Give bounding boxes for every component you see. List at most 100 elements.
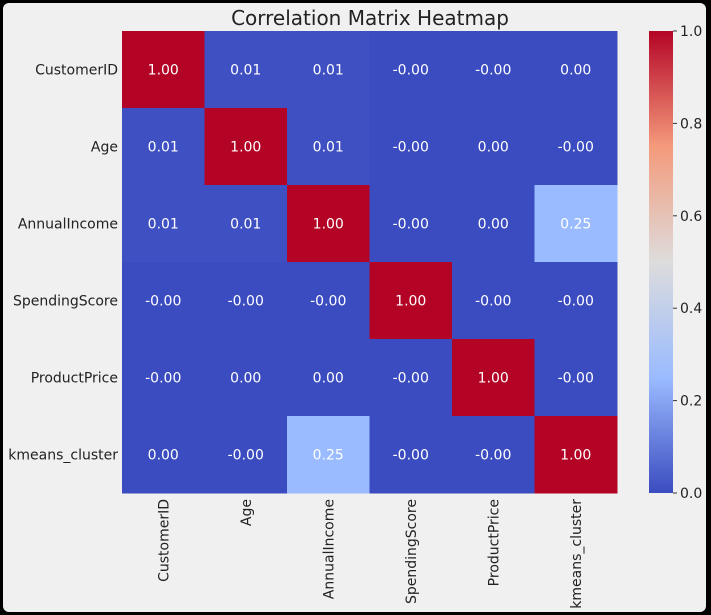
cell-value-label: -0.00 [558, 294, 594, 310]
heatmap-cell-Age-AnnualIncome [287, 108, 370, 186]
heatmap-cell-Age-SpendingScore [369, 108, 453, 186]
row-label: Age [91, 140, 118, 156]
heatmap-cell-SpendingScore-Age [204, 262, 288, 340]
cell-value-label: -0.00 [393, 63, 429, 79]
heatmap-cell-AnnualIncome-AnnualIncome [287, 185, 370, 263]
colorbar-tick-label: 0.8 [680, 116, 702, 132]
cell-value-label: -0.00 [310, 294, 346, 310]
heatmap-cell-Age-CustomerID [122, 108, 205, 186]
heatmap-cell-CustomerID-SpendingScore [369, 31, 453, 109]
heatmap-cell-SpendingScore-CustomerID [122, 262, 205, 340]
heatmap-chart: Correlation Matrix Heatmap 1.00 0.01 0.01 -… [8, 6, 702, 609]
heatmap-cell-kmeans_cluster-ProductPrice [452, 416, 535, 494]
cell-value-label: 1.00 [478, 371, 509, 387]
colorbar-tick-label: 0.4 [680, 301, 702, 317]
cell-value-label: 0.01 [313, 140, 344, 156]
heatmap-cell-CustomerID-AnnualIncome [287, 31, 370, 109]
cell-value-label: 1.00 [560, 448, 591, 464]
heatmap-cell-ProductPrice-SpendingScore [369, 339, 453, 417]
heatmap-cell-SpendingScore-ProductPrice [452, 262, 535, 340]
heatmap-cell-CustomerID-kmeans_cluster [534, 31, 618, 109]
heatmap-cell-kmeans_cluster-AnnualIncome [287, 416, 370, 494]
cell-value-label: -0.00 [145, 371, 181, 387]
heatmap-cell-AnnualIncome-SpendingScore [369, 185, 453, 263]
cell-value-label: -0.00 [558, 371, 594, 387]
cell-value-label: 0.01 [230, 63, 261, 79]
cell-value-label: 0.00 [230, 371, 261, 387]
cell-value-label: 1.00 [148, 63, 179, 79]
cell-value-label: -0.00 [228, 294, 264, 310]
figure-panel: Correlation Matrix Heatmap 1.00 0.01 0.01 -… [3, 3, 706, 612]
heatmap-cell-SpendingScore-kmeans_cluster [534, 262, 618, 340]
column-label: AnnualIncome [321, 499, 337, 599]
column-label: CustomerID [156, 499, 172, 582]
heatmap-cell-AnnualIncome-CustomerID [122, 185, 205, 263]
heatmap-cell-kmeans_cluster-SpendingScore [369, 416, 453, 494]
heatmap-cell-kmeans_cluster-Age [204, 416, 288, 494]
heatmap-cell-ProductPrice-CustomerID [122, 339, 205, 417]
row-label: ProductPrice [31, 371, 118, 387]
heatmap-cell-CustomerID-CustomerID [122, 31, 205, 109]
cell-value-label: -0.00 [475, 448, 511, 464]
cell-value-label: -0.00 [393, 140, 429, 156]
cell-value-label: 1.00 [395, 294, 426, 310]
row-label: SpendingScore [13, 294, 118, 310]
cell-value-label: -0.00 [393, 448, 429, 464]
cell-value-label: -0.00 [558, 140, 594, 156]
chart-title: Correlation Matrix Heatmap [231, 6, 509, 30]
colorbar-gradient [649, 31, 673, 493]
cell-value-label: 0.01 [230, 217, 261, 233]
heatmap-cell-kmeans_cluster-CustomerID [122, 416, 205, 494]
cell-value-label: 1.00 [313, 217, 344, 233]
cell-value-label: -0.00 [145, 294, 181, 310]
heatmap-cell-SpendingScore-SpendingScore [369, 262, 453, 340]
heatmap-cell-ProductPrice-Age [204, 339, 288, 417]
heatmap-cells [122, 31, 618, 494]
cell-value-label: 0.01 [313, 63, 344, 79]
row-tick-labels: CustomerID Age AnnualIncome SpendingScore Pr… [8, 63, 118, 464]
heatmap-cell-AnnualIncome-Age [204, 185, 288, 263]
heatmap-cell-labels: 1.00 0.01 0.01 -0.00 -0.00 0.00 0.01 1.00 0.01 -0… [145, 63, 594, 464]
heatmap-cell-ProductPrice-AnnualIncome [287, 339, 370, 417]
colorbar-tick-label: 0.2 [680, 394, 702, 410]
colorbar: 0.0 0.2 0.4 0.6 0.8 1.0 [649, 24, 702, 502]
heatmap-cell-kmeans_cluster-kmeans_cluster [534, 416, 618, 494]
row-label: CustomerID [35, 63, 118, 79]
heatmap-cell-SpendingScore-AnnualIncome [287, 262, 370, 340]
colorbar-tick-label: 0.0 [680, 486, 702, 502]
row-label: AnnualIncome [18, 217, 118, 233]
cell-value-label: 0.00 [313, 371, 344, 387]
colorbar-tick-label: 0.6 [680, 209, 702, 225]
cell-value-label: -0.00 [228, 448, 264, 464]
heatmap-cell-ProductPrice-ProductPrice [452, 339, 535, 417]
cell-value-label: -0.00 [393, 217, 429, 233]
colorbar-tick-label: 1.0 [680, 24, 702, 40]
heatmap-cell-ProductPrice-kmeans_cluster [534, 339, 618, 417]
cell-value-label: 0.00 [478, 140, 509, 156]
heatmap-cell-Age-kmeans_cluster [534, 108, 618, 186]
heatmap-cell-CustomerID-Age [204, 31, 288, 109]
cell-value-label: 0.01 [148, 140, 179, 156]
cell-value-label: -0.00 [475, 294, 511, 310]
column-label: kmeans_cluster [569, 499, 585, 609]
cell-value-label: -0.00 [475, 63, 511, 79]
row-label: kmeans_cluster [8, 448, 118, 464]
cell-value-label: -0.00 [393, 371, 429, 387]
heatmap-cell-AnnualIncome-kmeans_cluster [534, 185, 618, 263]
column-label: SpendingScore [404, 499, 420, 604]
column-label: Age [239, 499, 255, 526]
heatmap-cell-CustomerID-ProductPrice [452, 31, 535, 109]
cell-value-label: 0.25 [560, 217, 591, 233]
cell-value-label: 0.01 [148, 217, 179, 233]
cell-value-label: 0.00 [560, 63, 591, 79]
heatmap-cell-AnnualIncome-ProductPrice [452, 185, 535, 263]
heatmap-cell-Age-ProductPrice [452, 108, 535, 186]
heatmap-cell-Age-Age [204, 108, 288, 186]
column-tick-labels: CustomerID Age AnnualIncome SpendingScore Pr… [156, 499, 585, 609]
cell-value-label: 0.25 [313, 448, 344, 464]
cell-value-label: 1.00 [230, 140, 261, 156]
cell-value-label: 0.00 [148, 448, 179, 464]
column-label: ProductPrice [486, 499, 502, 586]
cell-value-label: 0.00 [478, 217, 509, 233]
